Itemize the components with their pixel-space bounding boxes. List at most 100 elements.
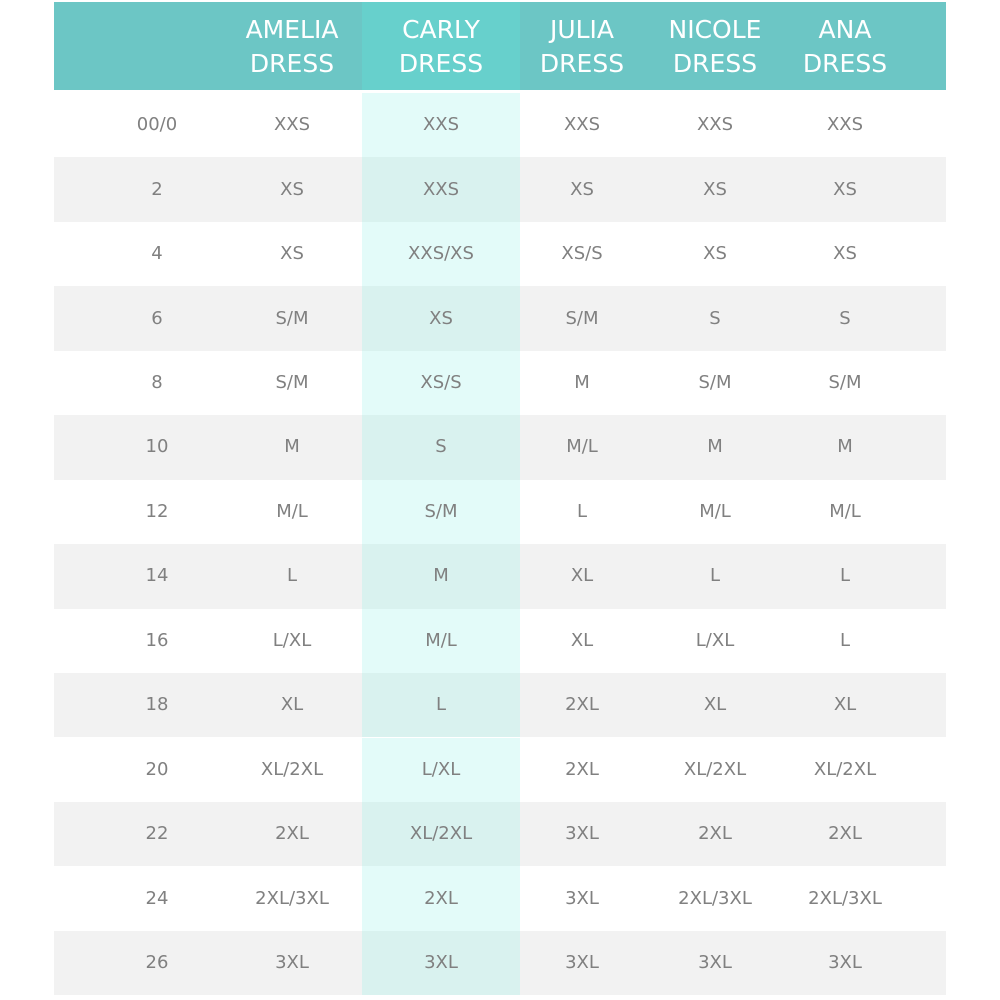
header-text: CARLY DRESS <box>398 15 484 78</box>
size-cell: L/XL <box>695 629 735 651</box>
us-size: 22 <box>145 823 169 845</box>
header-text: ANA DRESS <box>802 15 888 78</box>
header-text: AMELIA DRESS <box>245 15 339 78</box>
size-cell: M <box>284 436 300 458</box>
highlight-cell <box>362 544 520 609</box>
size-cell: XL <box>833 694 857 716</box>
size-cell: M/L <box>699 500 731 522</box>
size-cell: 2XL <box>424 887 458 909</box>
highlight-cell <box>362 157 520 222</box>
size-cell: 2XL <box>828 823 862 845</box>
size-cell: 3XL <box>828 952 862 974</box>
size-cell: XL/2XL <box>683 758 747 780</box>
size-cell: XS/S <box>561 243 603 265</box>
size-cell: XXS <box>696 114 734 136</box>
us-size: 8 <box>151 372 163 394</box>
us-size: 2 <box>151 178 163 200</box>
size-cell: M <box>433 565 449 587</box>
size-cell: 3XL <box>698 952 732 974</box>
size-cell: 3XL <box>424 952 458 974</box>
size-cell: M <box>707 436 723 458</box>
column-header: ANA DRESS <box>770 13 920 81</box>
size-cell: XXS <box>273 114 311 136</box>
highlight-cell <box>362 608 520 674</box>
highlight-cell <box>362 479 520 545</box>
size-cell: S/M <box>828 372 862 394</box>
size-cell: 2XL/3XL <box>808 887 882 909</box>
us-size: 00/0 <box>136 114 178 136</box>
us-size: 24 <box>145 887 169 909</box>
highlight-cell <box>362 673 520 738</box>
highlight-cell <box>362 930 520 996</box>
size-cell: 2XL/3XL <box>255 887 329 909</box>
column-header: CARLY DRESS <box>366 13 516 81</box>
size-cell: XS <box>703 178 727 200</box>
size-cell: M/L <box>276 500 308 522</box>
size-cell: M <box>837 436 853 458</box>
size-cell: XS <box>280 243 304 265</box>
size-cell: 2XL/3XL <box>678 887 752 909</box>
size-cell: L <box>839 629 851 651</box>
size-cell: 2XL <box>275 823 309 845</box>
size-cell: S <box>839 307 851 329</box>
size-cell: XL <box>570 565 594 587</box>
size-cell: XS <box>833 243 857 265</box>
size-cell: 3XL <box>565 823 599 845</box>
size-cell: XS <box>570 178 594 200</box>
size-cell: XS <box>280 178 304 200</box>
size-cell: XXS <box>826 114 864 136</box>
size-cell: XS <box>833 178 857 200</box>
us-size: 18 <box>145 694 169 716</box>
size-cell: M/L <box>425 629 457 651</box>
highlight-header <box>362 2 520 90</box>
size-cell: L/XL <box>421 758 461 780</box>
highlight-cell <box>362 801 520 867</box>
us-size: 12 <box>145 500 169 522</box>
size-cell: XXS <box>563 114 601 136</box>
size-cell: S/M <box>698 372 732 394</box>
size-cell: XXS <box>422 178 460 200</box>
column-header: JULIA DRESS <box>507 13 657 81</box>
size-cell: S/M <box>275 307 309 329</box>
size-cell: 3XL <box>565 952 599 974</box>
us-size: 4 <box>151 243 163 265</box>
size-cell: XS <box>703 243 727 265</box>
size-cell: XL/2XL <box>409 823 473 845</box>
highlight-cell <box>362 350 520 416</box>
size-cell: L <box>839 565 851 587</box>
highlight-cell <box>362 415 520 480</box>
highlight-cell <box>362 221 520 287</box>
highlight-cell <box>362 286 520 351</box>
size-cell: 3XL <box>275 952 309 974</box>
size-cell: L <box>709 565 721 587</box>
size-cell: S <box>709 307 721 329</box>
size-cell: XS/S <box>420 372 462 394</box>
highlight-cell <box>362 866 520 931</box>
size-cell: XL/2XL <box>813 758 877 780</box>
size-cell: XL <box>703 694 727 716</box>
header-text: NICOLE DRESS <box>668 15 762 78</box>
size-cell: L <box>435 694 447 716</box>
size-cell: 3XL <box>565 887 599 909</box>
highlight-cell <box>362 93 520 158</box>
header-text: JULIA DRESS <box>539 15 625 78</box>
size-cell: XL <box>280 694 304 716</box>
size-cell: XL/2XL <box>260 758 324 780</box>
size-cell: M <box>574 372 590 394</box>
size-cell: XL <box>570 629 594 651</box>
size-cell: S/M <box>565 307 599 329</box>
size-cell: L <box>286 565 298 587</box>
column-header: NICOLE DRESS <box>640 13 790 81</box>
us-size: 26 <box>145 952 169 974</box>
size-cell: M/L <box>829 500 861 522</box>
size-cell: XS <box>429 307 453 329</box>
size-cell: S/M <box>424 500 458 522</box>
us-size: 20 <box>145 758 169 780</box>
size-cell: S <box>435 436 447 458</box>
size-cell: 2XL <box>565 694 599 716</box>
column-header: AMELIA DRESS <box>217 13 367 81</box>
size-cell: 2XL <box>698 823 732 845</box>
size-cell: L <box>576 500 588 522</box>
size-cell: 2XL <box>565 758 599 780</box>
